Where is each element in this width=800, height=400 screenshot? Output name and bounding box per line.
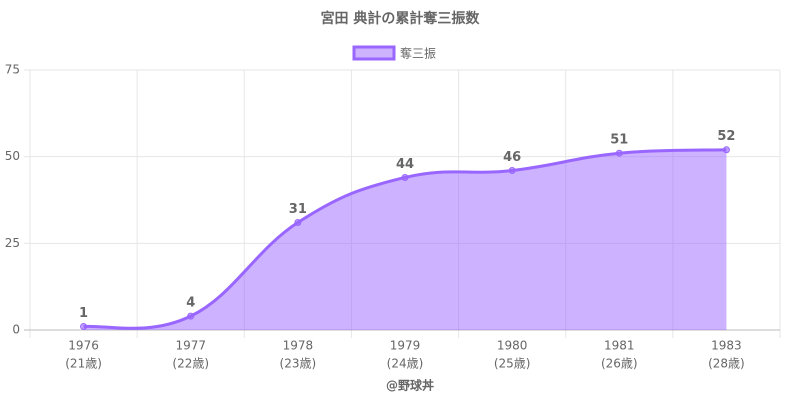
data-label: 52 [717, 129, 735, 144]
legend-label: 奪三振 [400, 46, 436, 61]
point [401, 173, 409, 181]
point [615, 149, 623, 157]
y-tick-label: 75 [5, 63, 20, 77]
x-tick-label: (26歳) [601, 357, 638, 371]
x-tick-label: (23歳) [280, 357, 317, 371]
data-label: 31 [289, 202, 307, 217]
y-tick-label: 25 [5, 236, 20, 250]
point [294, 219, 302, 227]
point [722, 146, 730, 154]
x-axis-label: @野球丼 [386, 378, 434, 393]
x-tick-label: 1976 [68, 339, 99, 353]
x-tick-label: 1979 [390, 339, 421, 353]
x-tick-label: (25歳) [494, 357, 531, 371]
x-tick-label: (28歳) [708, 357, 745, 371]
data-label: 1 [79, 306, 88, 321]
y-tick-label: 50 [5, 149, 20, 163]
x-tick-label: 1980 [497, 339, 528, 353]
x-tick-label: (24歳) [387, 357, 424, 371]
x-tick-label: 1978 [283, 339, 314, 353]
x-tick-label: 1977 [175, 339, 206, 353]
point [187, 312, 195, 320]
chart-title: 宮田 典計の累計奪三振数 [321, 10, 481, 27]
point [80, 323, 88, 331]
data-label: 51 [610, 133, 628, 148]
x-tick-label: 1983 [711, 339, 742, 353]
x-tick-label: 1981 [604, 339, 635, 353]
point [508, 167, 516, 175]
x-tick-label: (21歳) [65, 357, 102, 371]
area [83, 149, 727, 330]
data-label: 4 [186, 296, 195, 311]
legend-swatch [352, 45, 396, 61]
x-tick-label: (22歳) [172, 357, 209, 371]
data-label: 44 [396, 157, 414, 172]
y-tick-label: 0 [12, 323, 20, 337]
data-label: 46 [503, 150, 521, 165]
